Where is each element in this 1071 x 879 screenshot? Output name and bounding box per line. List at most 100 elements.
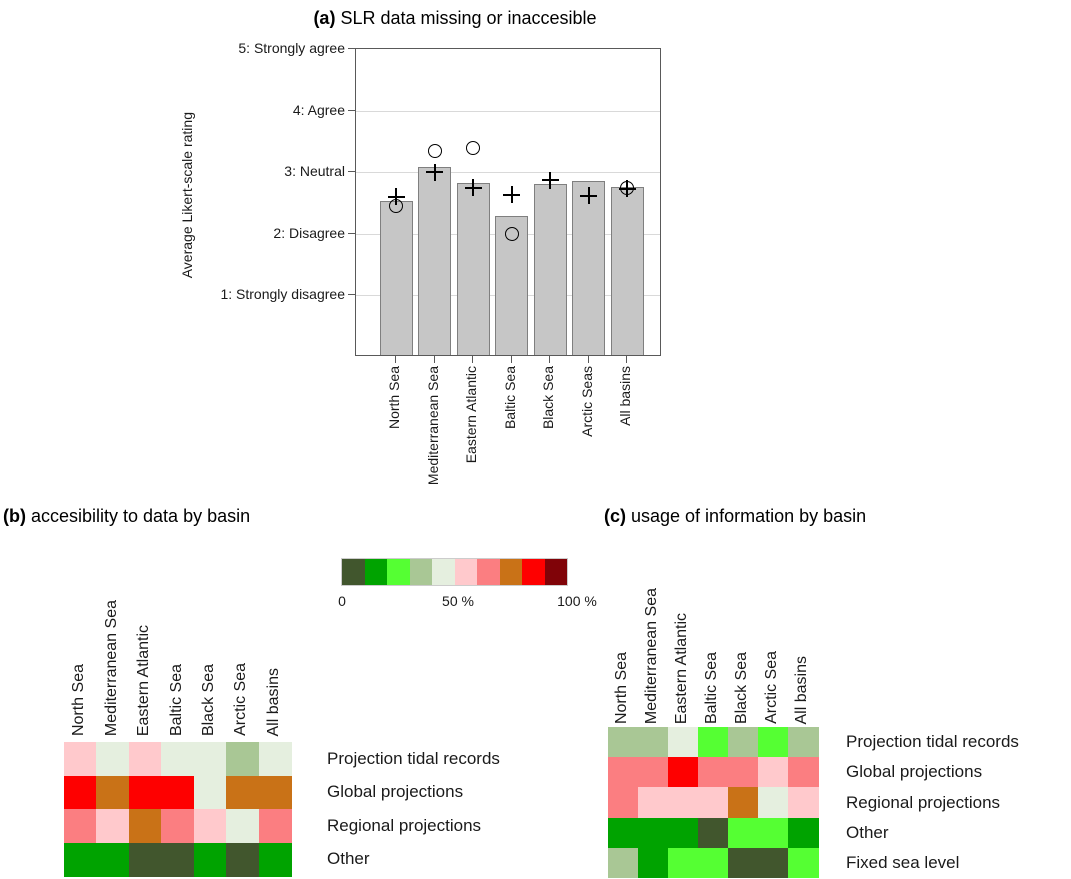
colorbar-step [477,559,500,585]
colorbar-step [432,559,455,585]
heatmap-row-label: Projection tidal records [846,732,1019,752]
heatmap-cell [193,842,227,877]
panel-b-title-text: accesibility to data by basin [25,506,251,526]
heatmap-cell [226,809,260,843]
bar [572,181,606,355]
heatmap-cell [698,787,729,819]
heatmap-cell [161,809,195,843]
panel-c-title: (c) usage of information by basin [604,506,866,527]
heatmap-cell [728,787,759,819]
colorbar-step [342,559,365,585]
heatmap-cell [258,842,292,877]
heatmap-cell [728,847,759,879]
heatmap-cell [638,787,669,819]
heatmap-cell [668,757,699,788]
x-tick-mark [626,356,628,363]
colorbar [341,558,568,586]
bar [533,183,567,355]
bar [456,182,490,355]
y-tick-label: 5: Strongly agree [238,40,345,56]
heatmap-cell [128,842,162,877]
heatmap-cell [788,787,819,819]
circle-marker [620,181,635,196]
circle-marker [504,226,519,241]
heatmap-cell [161,742,195,776]
y-tick-mark [348,171,355,173]
heatmap-row-label: Fixed sea level [846,852,960,872]
heatmap-cell [608,757,639,788]
heatmap-cell [698,757,729,788]
heatmap-cell [96,809,130,843]
colorbar-step [364,559,387,585]
heatmap-cell [698,847,729,879]
circle-marker [427,143,442,158]
heatmap-cell [638,727,669,758]
heatmap-cell [96,775,130,810]
heatmap-row-label: Projection tidal records [327,748,500,768]
heatmap-cell [608,787,639,819]
heatmap-cell [193,809,227,843]
plus-marker [580,187,598,205]
heatmap-cell [128,809,162,843]
heatmap-cell [128,775,162,810]
heatmap-cell [758,847,789,879]
heatmap-cell [668,817,699,849]
heatmap-cell [193,775,227,810]
bar [379,201,413,355]
heatmap-cell [758,757,789,788]
heatmap-cell [258,809,292,843]
colorbar-step [522,559,545,585]
plus-marker [503,186,521,204]
y-tick-label: 4: Agree [292,101,345,118]
heatmap-cell [638,817,669,849]
heatmap-cell [668,787,699,819]
colorbar-step [409,559,432,585]
heatmap-cell [728,817,759,849]
x-tick-mark [510,356,512,363]
heatmap-cell [64,742,97,776]
heatmap-row-label: Other [846,822,889,842]
colorbar-tick-label: 100 % [557,593,597,609]
heatmap-cell [728,757,759,788]
heatmap-row-label: Other [327,849,370,869]
panel-b-index: (b) [3,506,26,526]
plus-marker [426,163,444,181]
panel-a-title-text: SLR data missing or inaccesible [335,8,597,28]
x-tick-mark [587,356,589,363]
heatmap-cell [161,842,195,877]
heatmap-cell [788,727,819,758]
heatmap-cell [64,842,97,877]
x-tick-mark [549,356,551,363]
heatmap-cell [758,727,789,758]
heatmap-cell [608,817,639,849]
heatmap-cell [788,847,819,879]
heatmap-cell [96,842,130,877]
circle-marker [466,140,481,155]
heatmap-cell [668,847,699,879]
heatmap-cell [608,847,639,879]
heatmap-cell [226,842,260,877]
heatmap-cell [258,742,292,776]
colorbar-step [387,559,410,585]
bar [418,167,452,355]
colorbar-step [454,559,477,585]
heatmap-cell [638,847,669,879]
heatmap-cell [258,775,292,810]
x-tick-mark [472,356,474,363]
circle-marker [389,199,403,214]
heatmap-cell [728,727,759,758]
colorbar-tick-label: 0 [338,593,346,609]
heatmap-c-grid [608,727,819,879]
heatmap-cell [193,742,227,776]
heatmap-row-label: Regional projections [846,792,1001,812]
y-tick-mark [348,109,355,111]
y-tick-label: 3: Neutral [284,163,345,180]
heatmap-cell [64,775,97,810]
heatmap-cell [758,787,789,819]
gridline [356,110,660,112]
bar [610,187,644,355]
